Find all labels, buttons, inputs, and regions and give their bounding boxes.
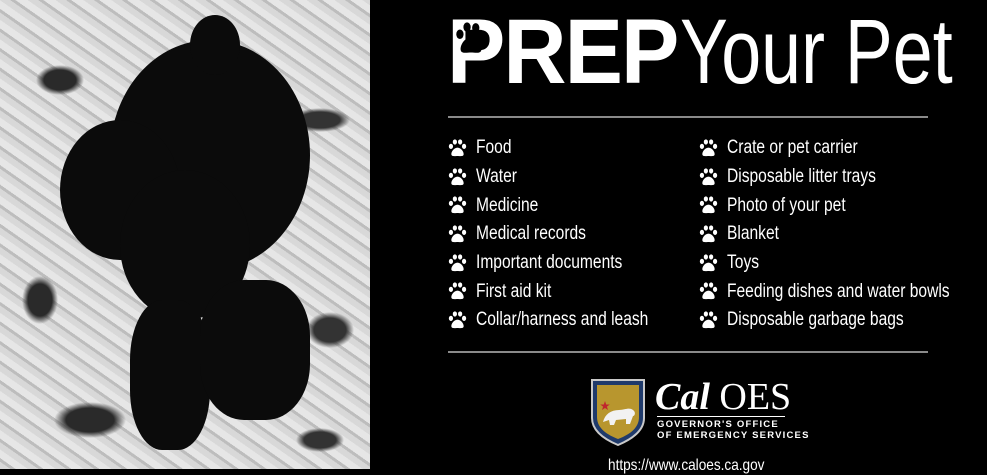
title-prep: PREP (447, 1, 679, 103)
checklist-item-label: Crate or pet carrier (727, 137, 858, 159)
checklist-item: Medical records (447, 220, 686, 249)
title-your-pet: Your Pet (680, 1, 953, 103)
paw-icon (448, 282, 467, 300)
checklist-item: Photo of your pet (698, 191, 987, 220)
checklist-item: Medicine (447, 191, 686, 220)
checklist-item: Feeding dishes and water bowls (698, 277, 987, 306)
paw-icon (699, 282, 718, 300)
checklist-item-label: First aid kit (476, 280, 552, 302)
checklist-item: Blanket (698, 220, 987, 249)
checklist-left: Food Water Medicine Medical records Importan… (447, 134, 686, 335)
paw-icon (456, 22, 487, 53)
checklist-item-label: Toys (727, 252, 760, 274)
paw-icon (448, 196, 467, 214)
checklist-item: First aid kit (447, 277, 686, 306)
checklist-right: Crate or pet carrier Disposable litter tr… (698, 134, 987, 335)
checklist-item: Disposable litter trays (698, 163, 987, 192)
logo-cal: Cal (655, 376, 710, 418)
logo-line1: GOVERNOR'S OFFICE (657, 419, 779, 430)
paw-icon (448, 225, 467, 243)
logo-line2: OF EMERGENCY SERVICES (657, 430, 810, 441)
checklist-item-label: Food (476, 137, 512, 159)
paw-icon (448, 167, 467, 185)
checklist-item: Collar/harness and leash (447, 306, 686, 335)
checklist-item: Crate or pet carrier (698, 134, 987, 163)
paw-icon (448, 139, 467, 156)
paw-icon (699, 225, 718, 243)
checklist-item-label: Blanket (727, 223, 779, 245)
paw-icon (699, 196, 718, 214)
checklist-item-label: Medical records (476, 223, 586, 245)
checklist-item-label: Disposable litter trays (727, 166, 876, 188)
cal-oes-wordmark: Cal OES (655, 378, 791, 416)
divider-bottom (448, 351, 928, 353)
website-url[interactable]: https://www.caloes.ca.gov (608, 457, 765, 474)
checklist-item: Toys (698, 249, 987, 278)
dog-photo (0, 0, 370, 469)
checklist-item-label: Photo of your pet (727, 194, 846, 216)
checklist-item: Food (447, 134, 686, 163)
paw-icon (699, 311, 718, 329)
checklist-item-label: Important documents (476, 252, 623, 274)
checklist-item-label: Feeding dishes and water bowls (727, 280, 950, 302)
checklist-item-label: Water (476, 166, 517, 188)
checklist-item-label: Disposable garbage bags (727, 309, 904, 331)
checklist-item: Important documents (447, 249, 686, 278)
logo-subtitle: GOVERNOR'S OFFICE OF EMERGENCY SERVICES (657, 419, 810, 441)
logo-oes: OES (719, 376, 792, 418)
checklist-item-label: Medicine (476, 194, 539, 216)
paw-icon (448, 253, 467, 271)
paw-icon (448, 311, 467, 329)
paw-icon (699, 253, 718, 271)
paw-icon (699, 139, 718, 156)
page-title: PREP Your Pet (447, 1, 953, 103)
cal-oes-shield-logo (591, 379, 645, 446)
checklist-item: Disposable garbage bags (698, 306, 987, 335)
divider-top (448, 116, 928, 118)
logo-rule (657, 416, 785, 417)
checklist-item: Water (447, 163, 686, 192)
paw-icon (699, 167, 718, 185)
checklist-item-label: Collar/harness and leash (476, 309, 649, 331)
